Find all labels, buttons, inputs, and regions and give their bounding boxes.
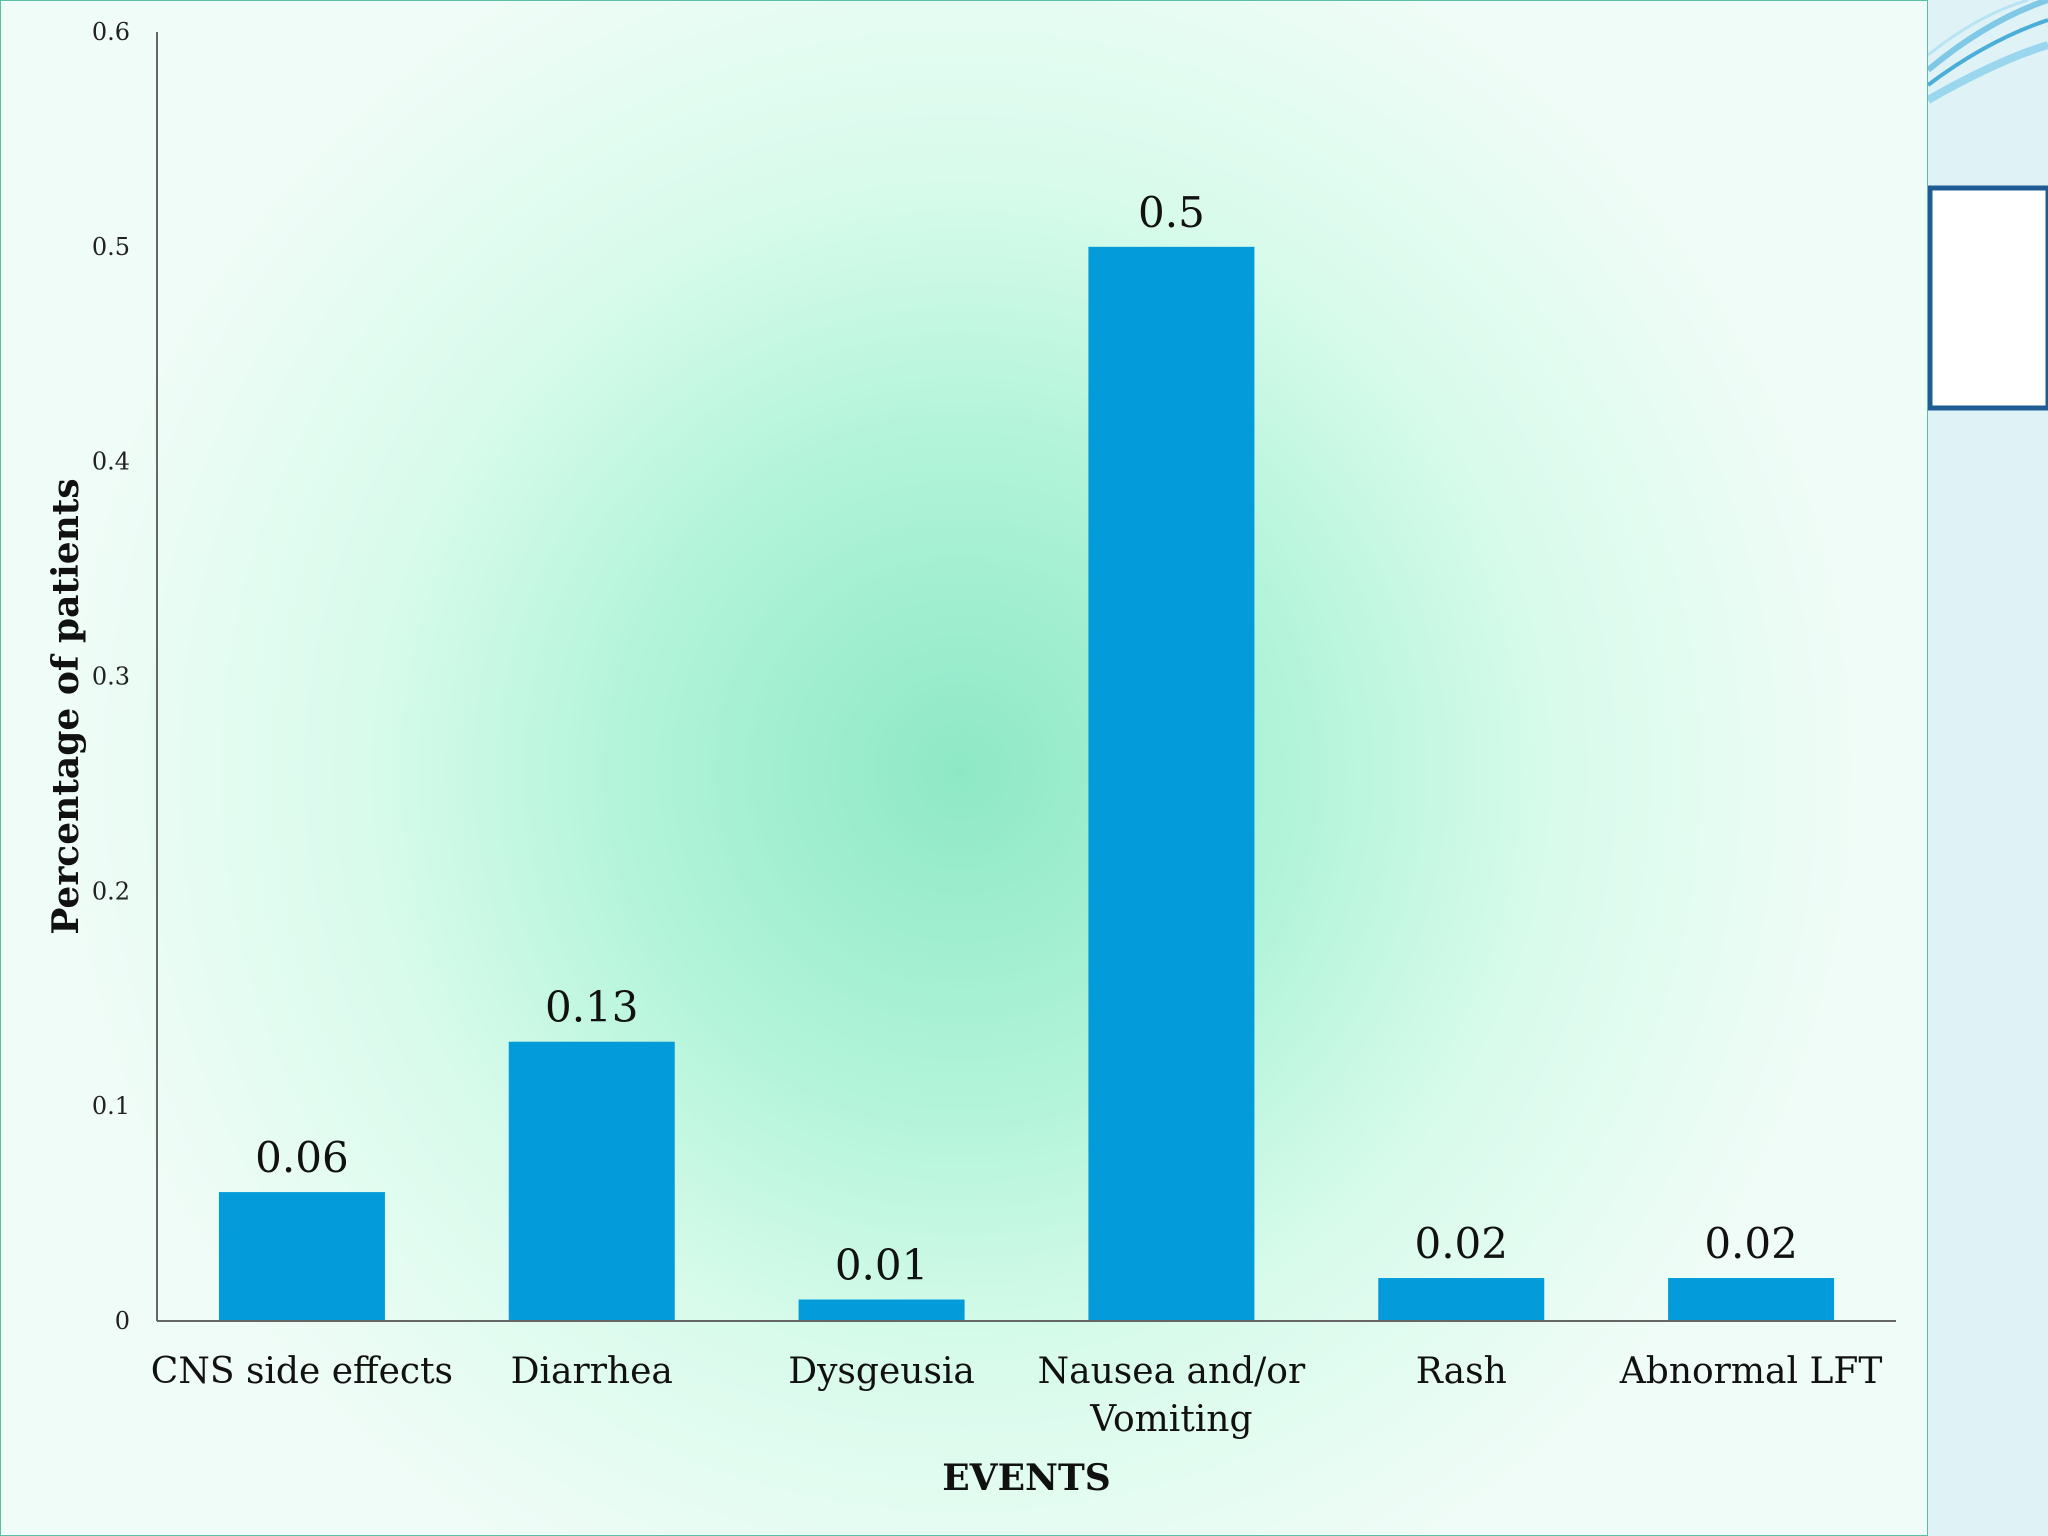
x-category-label: Diarrhea (511, 1351, 673, 1392)
data-label: 0.5 (1138, 188, 1205, 237)
data-label: 0.02 (1704, 1219, 1798, 1268)
bar (508, 1041, 675, 1321)
data-label: 0.13 (545, 983, 639, 1032)
x-category-label: Dysgeusia (788, 1351, 975, 1392)
slide-decoration (1928, 0, 2048, 1536)
y-tick-label: 0.3 (92, 663, 130, 691)
y-tick-label: 0 (115, 1307, 130, 1335)
x-category-label: CNS side effects (151, 1351, 453, 1392)
x-category-label: Abnormal LFT (1619, 1351, 1883, 1392)
x-axis-title: EVENTS (942, 1457, 1111, 1499)
x-category-label: Rash (1416, 1351, 1507, 1392)
y-tick-label: 0.6 (92, 18, 130, 46)
data-label: 0.02 (1414, 1219, 1508, 1268)
bar (798, 1299, 965, 1321)
data-label: 0.06 (255, 1133, 349, 1182)
x-category-label: Nausea and/or (1038, 1351, 1306, 1392)
bar (1088, 246, 1255, 1321)
x-category-label: Vomiting (1089, 1399, 1252, 1440)
y-tick-label: 0.4 (92, 448, 130, 476)
bar (1378, 1278, 1545, 1321)
y-axis-title: Percentage of patients (45, 478, 87, 934)
y-tick-label: 0.5 (92, 233, 130, 261)
bar-chart: 0 0.1 0.2 0.3 0.4 0.5 0.6 0.06 0.13 0.01 0.5 0.02 0… (45, 18, 1896, 1499)
bar (218, 1192, 385, 1321)
y-tick-label: 0.1 (92, 1092, 130, 1120)
data-label: 0.01 (835, 1241, 929, 1290)
y-tick-label: 0.2 (92, 877, 130, 905)
bar (1668, 1278, 1835, 1321)
